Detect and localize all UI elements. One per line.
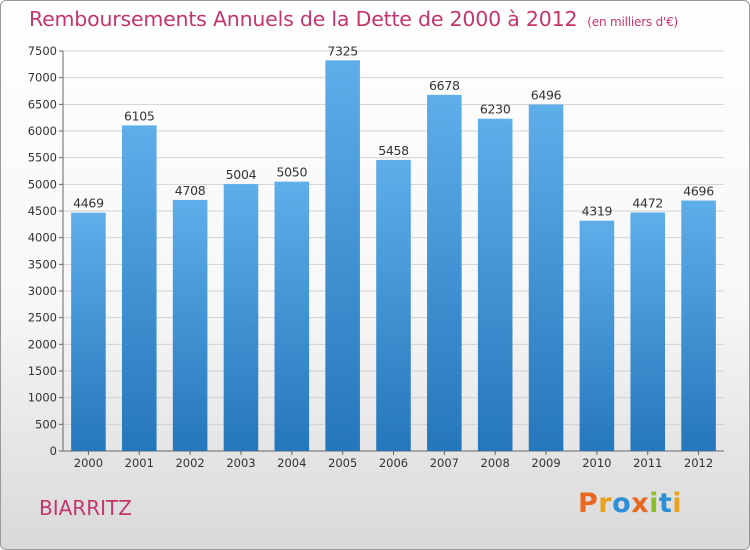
data-label-2011: 4472 xyxy=(632,195,663,210)
city-label: BIARRITZ xyxy=(39,496,132,520)
data-label-2000: 4469 xyxy=(73,196,104,211)
logo-letter: t xyxy=(658,488,673,519)
x-tick-label-2007: 2007 xyxy=(430,456,459,470)
y-tick-label: 4000 xyxy=(28,231,57,245)
data-label-2005: 7325 xyxy=(327,43,358,58)
y-tick-label: 2000 xyxy=(28,337,57,351)
x-tick-label-2006: 2006 xyxy=(379,456,408,470)
x-tick-labels: 2000 2001 2002 2003 2004 2005 2006 2007 2008 2009… xyxy=(74,451,713,470)
y-tick-label: 5000 xyxy=(28,177,57,191)
logo-letter: i xyxy=(649,488,659,519)
data-label-2006: 5458 xyxy=(378,143,409,158)
x-tick-label-2011: 2011 xyxy=(633,456,662,470)
logo-letter: x xyxy=(631,488,650,519)
y-tick-label: 5500 xyxy=(28,151,57,165)
bar-2005 xyxy=(325,60,360,451)
data-label-2008: 6230 xyxy=(480,102,511,117)
data-label-2010: 4319 xyxy=(582,204,613,219)
y-tick-label: 1500 xyxy=(28,364,57,378)
bar-2008 xyxy=(477,118,513,451)
x-tick-label-2004: 2004 xyxy=(277,456,306,470)
data-labels: 4469 6105 4708 5004 5050 7325 5458 6678 6230 6496… xyxy=(73,43,714,218)
y-tick-label: 3500 xyxy=(28,257,57,271)
chart-title: Remboursements Annuels de la Dette de 20… xyxy=(29,7,678,31)
x-tick-label-2002: 2002 xyxy=(175,456,204,470)
y-tick-label: 7000 xyxy=(28,71,57,85)
bar-2003 xyxy=(223,184,259,451)
bar-2000 xyxy=(71,212,106,451)
logo-letter: P xyxy=(578,488,599,519)
x-tick-label-2000: 2000 xyxy=(74,456,103,470)
y-tick-label: 7500 xyxy=(28,44,57,58)
x-tick-label-2010: 2010 xyxy=(582,456,611,470)
chart-unit: (en milliers d'€) xyxy=(587,15,679,29)
logo-letter: o xyxy=(612,488,632,519)
data-label-2003: 5004 xyxy=(226,167,257,182)
y-tick-label: 6000 xyxy=(28,124,57,138)
bar-2012 xyxy=(681,200,716,451)
data-label-2012: 4696 xyxy=(683,184,714,199)
y-tick-label: 4500 xyxy=(28,204,57,218)
y-tick-label: 6500 xyxy=(28,97,57,111)
x-tick-label-2009: 2009 xyxy=(531,456,560,470)
bar-2006 xyxy=(376,159,411,451)
data-label-2001: 6105 xyxy=(124,108,155,123)
bar-2001 xyxy=(121,125,157,452)
x-tick-label-2001: 2001 xyxy=(125,456,154,470)
bar-2010 xyxy=(579,220,615,451)
bar-2002 xyxy=(172,199,208,451)
logo-letter: i xyxy=(672,488,683,519)
data-label-2009: 6496 xyxy=(531,88,562,103)
x-tick-label-2005: 2005 xyxy=(328,456,357,470)
proxiti-logo[interactable]: Proxiti xyxy=(578,488,682,519)
logo-letter: r xyxy=(598,488,613,519)
bar-2007 xyxy=(427,94,462,451)
y-tick-label: 500 xyxy=(35,417,57,431)
data-label-2004: 5050 xyxy=(276,165,307,180)
data-label-2002: 4708 xyxy=(175,183,206,198)
y-tick-label: 1000 xyxy=(28,391,57,405)
x-tick-label-2008: 2008 xyxy=(481,456,510,470)
bar-2009 xyxy=(528,104,564,452)
bar-2011 xyxy=(630,212,666,451)
y-tick-label: 3000 xyxy=(28,284,57,298)
y-tick-label: 0 xyxy=(50,444,57,458)
y-tick-labels: 0 500 1000 1500 2000 2500 3000 3500 4000 4500 5000… xyxy=(28,44,63,458)
data-label-2007: 6678 xyxy=(429,78,460,93)
bars xyxy=(71,60,716,452)
y-tick-label: 2500 xyxy=(28,311,57,325)
x-tick-label-2012: 2012 xyxy=(684,456,713,470)
chart-title-text: Remboursements Annuels de la Dette de 20… xyxy=(29,7,578,31)
bar-2004 xyxy=(274,181,310,451)
x-tick-label-2003: 2003 xyxy=(226,456,255,470)
